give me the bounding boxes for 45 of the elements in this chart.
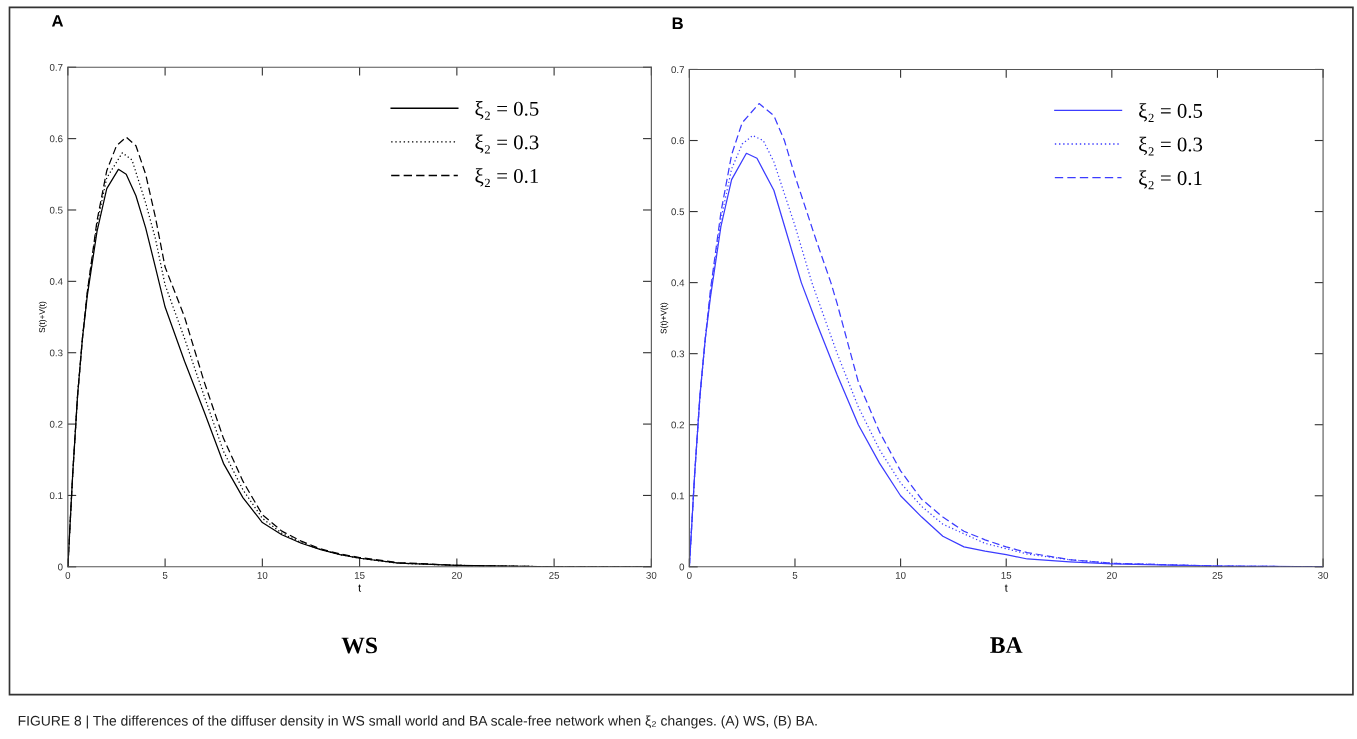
- legend-label: ξ₂ = 0.3: [1139, 136, 1203, 156]
- x-tick-label: 0: [65, 571, 71, 579]
- x-axis-title: t: [358, 584, 362, 592]
- y-axis-title: S(t)+V(t): [660, 302, 669, 334]
- y-axis-title: S(t)+V(t): [38, 301, 47, 333]
- y-tick-label: 0.2: [49, 420, 63, 428]
- x-tick-label: 0: [687, 571, 692, 579]
- y-tick-label: 0.6: [671, 137, 685, 145]
- legend-label: ξ₂ = 0.5: [475, 101, 539, 120]
- y-tick-label: 0.6: [49, 135, 63, 143]
- x-tick-label: 15: [1001, 572, 1012, 579]
- x-tick-label: 15: [354, 572, 365, 579]
- y-tick-label: 0.3: [671, 350, 685, 358]
- x-tick-label: 10: [257, 571, 268, 579]
- legend-label: ξ₂ = 0.3: [475, 134, 539, 154]
- y-tick-label: 0.2: [671, 421, 685, 429]
- legend-label: ξ₂ = 0.1: [475, 168, 538, 188]
- y-tick-label: 0: [57, 563, 63, 571]
- y-tick-label: 0: [679, 563, 685, 571]
- x-tick-label: 30: [646, 571, 657, 579]
- y-tick-label: 0.7: [671, 66, 685, 74]
- x-tick-label: 25: [1212, 571, 1223, 579]
- x-axis-title: t: [1004, 584, 1008, 592]
- x-tick-label: 30: [1318, 571, 1329, 579]
- y-tick-label: 0.3: [49, 349, 63, 357]
- legend-label: ξ₂ = 0.1: [1139, 170, 1202, 190]
- text: B: [672, 17, 683, 30]
- y-tick-label: 0.5: [671, 208, 685, 216]
- x-tick-label: 25: [549, 571, 560, 579]
- caption: FIGURE 8 | The differences of the diffuser density in WS small world and BA scale-free network when ξ₂ changes. (A) WS, (B) BA.: [18, 715, 817, 729]
- x-tick-label: 20: [1106, 571, 1117, 579]
- x-tick-label: 20: [451, 571, 462, 579]
- x-tick-label: 10: [895, 571, 906, 579]
- text: A: [51, 15, 64, 27]
- y-tick-label: 0.4: [49, 278, 63, 285]
- x-tick-label: 5: [792, 572, 798, 579]
- text: BA: [990, 637, 1023, 653]
- y-tick-label: 0.4: [671, 279, 685, 287]
- text: WS: [341, 637, 377, 654]
- y-tick-label: 0.7: [49, 63, 63, 71]
- y-tick-label: 0.1: [671, 492, 685, 500]
- legend-label: ξ₂ = 0.5: [1139, 103, 1203, 122]
- y-tick-label: 0.5: [49, 206, 63, 214]
- y-tick-label: 0.1: [49, 492, 63, 500]
- x-tick-label: 5: [162, 572, 168, 579]
